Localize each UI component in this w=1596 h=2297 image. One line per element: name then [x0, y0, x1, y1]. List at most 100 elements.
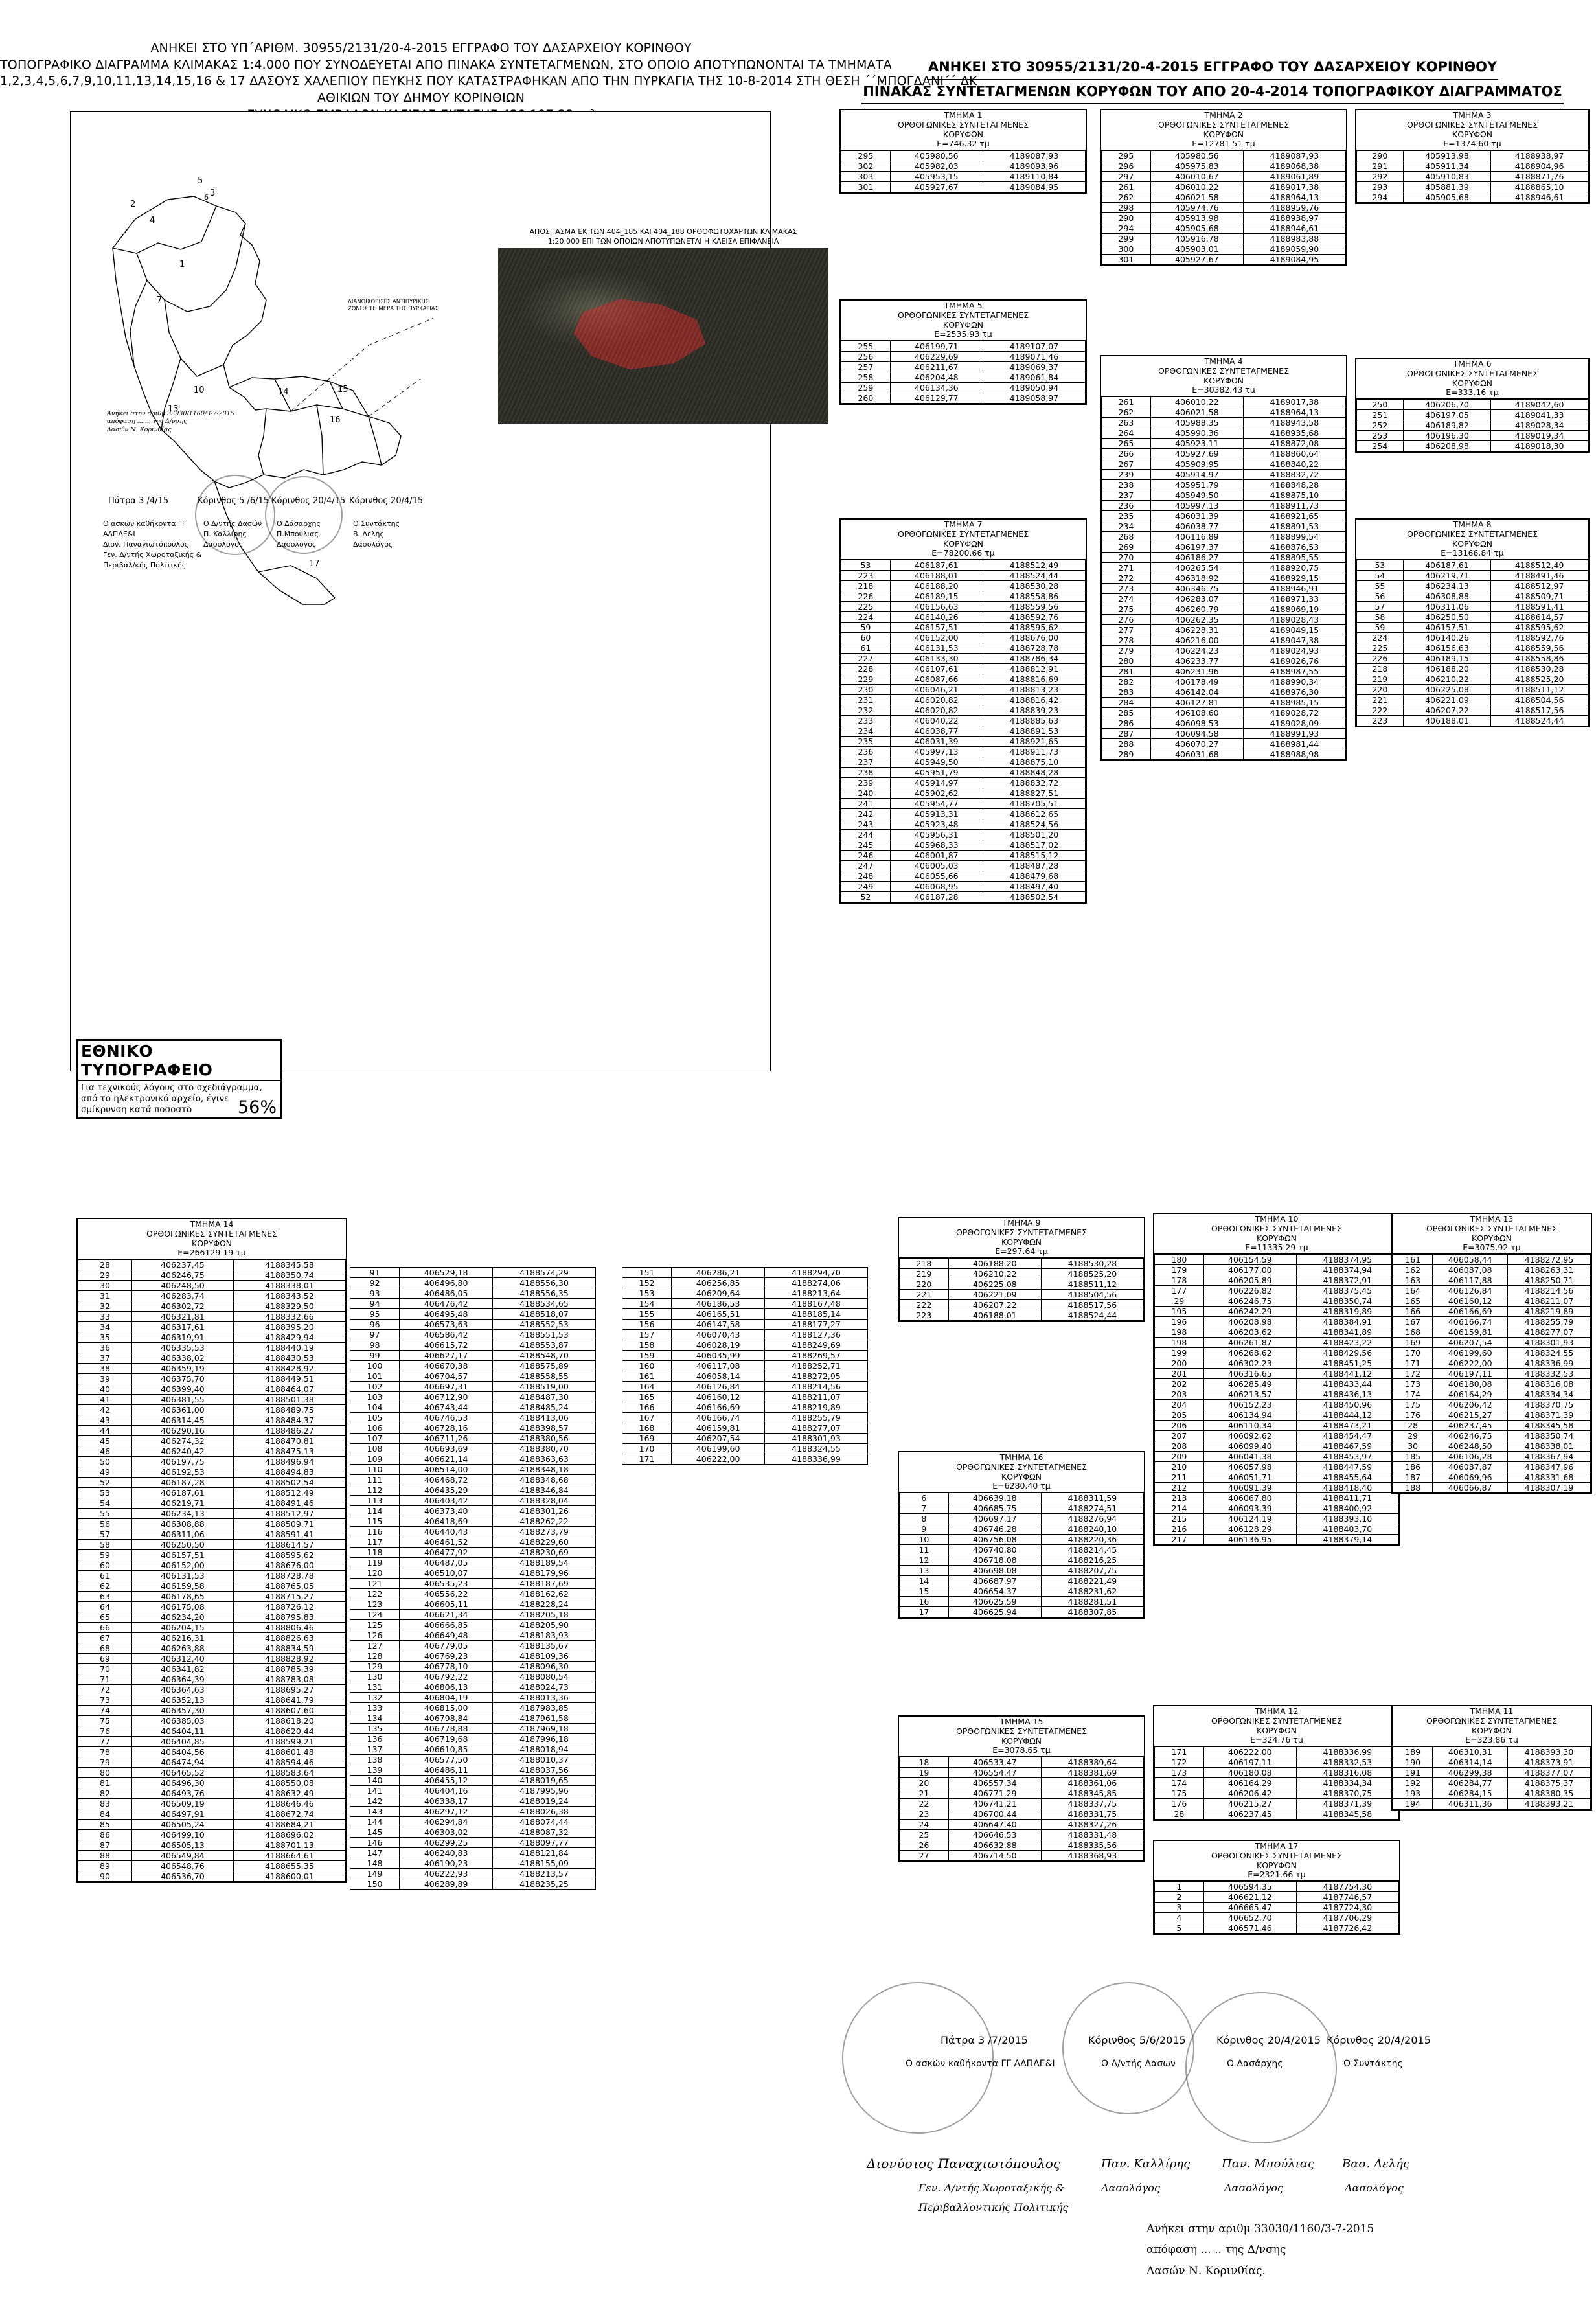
cell-id: 247 [841, 860, 891, 871]
cell-x: 406224,23 [1150, 645, 1244, 656]
cell-id: 102 [349, 1381, 400, 1392]
orthophoto-caption-1: ΑΠΟΣΠΑΣΜΑ ΕΚ ΤΩΝ 404_185 ΚΑΙ 404_188 ΟΡΘ… [529, 227, 797, 236]
cell-x: 406719,68 [399, 1733, 494, 1744]
table-row: 185 406106,28 4188367,94 [1392, 1451, 1591, 1462]
table-row: 68 406263,88 4188834,59 [78, 1643, 347, 1654]
cell-id: 294 [1356, 192, 1404, 203]
cell-y: 4188219,89 [1507, 1306, 1591, 1317]
cell-id: 146 [349, 1837, 400, 1848]
cell-id: 97 [349, 1329, 400, 1340]
cell-id: 108 [349, 1443, 400, 1454]
table-row: 234 406038,77 4188891,53 [1101, 521, 1347, 532]
cell-id: 56 [1356, 591, 1404, 602]
table-row: 232 406020,82 4188839,23 [841, 705, 1086, 716]
cell-x: 406798,84 [399, 1713, 494, 1724]
cell-x: 405913,98 [1402, 150, 1492, 161]
table-row: 109 406621,14 4188363,63 [349, 1454, 596, 1465]
bottom-sig-role-1: Ο ασκών καθήκοντα ΓΓ ΑΔΠΔΕ&Ι [906, 2059, 1055, 2069]
cell-x: 406375,70 [131, 1373, 234, 1384]
cell-y: 4188988,98 [1242, 749, 1347, 760]
table-row: 122 406556,22 4188162,62 [349, 1588, 596, 1599]
coordinate-table-t1: ΤΜΗΜΑ 1 ΟΡΘΟΓΩΝΙΚΕΣ ΣΥΝΤΕΤΑΓΜΕΝΕΣ ΚΟΡΥΦΩΝ Ε… [839, 109, 1087, 194]
table-row: 282 406178,49 4188990,34 [1101, 676, 1347, 687]
table-row: 290 405913,98 4188938,97 [1356, 150, 1588, 161]
cell-id: 55 [78, 1508, 132, 1519]
table-row: 80 406465,52 4188583,64 [78, 1767, 347, 1778]
cell-x: 406188,01 [1402, 715, 1492, 726]
cell-id: 162 [1392, 1264, 1433, 1275]
table-caption-t5: ΤΜΗΜΑ 5 ΟΡΘΟΓΩΝΙΚΕΣ ΣΥΝΤΕΤΑΓΜΕΝΕΣ ΚΟΡΥΦΩΝ Ε… [841, 301, 1086, 341]
bottom-note-line-2: απόφαση ... .. της Δ/νσης [1146, 2243, 1286, 2257]
cell-id: 134 [349, 1713, 400, 1724]
np-line-2: από το ηλεκτρονικό αρχείο, έγινε [81, 1093, 229, 1104]
right-header-block: ΑΝΗΚΕΙ ΣΤΟ 30955/2131/20-4-2015 ΕΓΓΡΑΦΟ … [829, 56, 1596, 105]
table-row: 240 405902,62 4188827,51 [841, 788, 1086, 799]
cell-x: 406208,98 [1203, 1316, 1297, 1327]
table-row: 276 406262,35 4189028,43 [1101, 614, 1347, 625]
table-caption-t8: ΤΜΗΜΑ 8 ΟΡΘΟΓΩΝΙΚΕΣ ΣΥΝΤΕΤΑΓΜΕΝΕΣ ΚΟΡΥΦΩΝ Ε… [1356, 520, 1588, 560]
table-row: 195 406242,29 4188319,89 [1154, 1306, 1400, 1317]
cell-y: 4188429,94 [233, 1332, 347, 1343]
cell-id: 32 [78, 1301, 132, 1312]
cell-x: 406070,43 [671, 1329, 766, 1340]
table-area-t13: Ε=3075.92 τμ [1463, 1242, 1521, 1253]
cell-id: 81 [78, 1777, 132, 1788]
cell-x: 406157,51 [889, 622, 983, 633]
cell-x: 406136,95 [1203, 1534, 1297, 1545]
cell-x: 406535,23 [399, 1578, 494, 1589]
table-row: 23 406700,44 4188331,75 [899, 1809, 1145, 1820]
table-row: 118 406477,92 4188230,69 [349, 1547, 596, 1558]
table-row: 71 406364,39 4188783,08 [78, 1674, 347, 1685]
table-subtitle1-t14: ΟΡΘΟΓΩΝΙΚΕΣ ΣΥΝΤΕΤΑΓΜΕΝΕΣ [146, 1228, 277, 1239]
bottom-sig-place-2: Κόρινθος 5/6/2015 [1088, 2034, 1186, 2046]
table-row: 57 406311,06 4188591,41 [78, 1529, 347, 1540]
table-row: 158 406028,19 4188249,69 [621, 1340, 868, 1351]
cell-x: 406261,87 [1203, 1337, 1297, 1348]
cell-x: 406712,90 [399, 1391, 494, 1402]
table-row: 81 406496,30 4188550,08 [78, 1777, 347, 1788]
cell-y: 4188935,68 [1242, 428, 1347, 439]
table-row: 228 406107,61 4188812,91 [841, 663, 1086, 674]
cell-id: 200 [1154, 1358, 1204, 1369]
cell-id: 143 [349, 1806, 400, 1817]
cell-y: 4188891,53 [1242, 521, 1347, 532]
table-row: 224 406140,26 4188592,76 [841, 611, 1086, 623]
cell-y: 4188301,93 [1507, 1337, 1591, 1348]
cell-y: 4188368,93 [1040, 1850, 1145, 1861]
cell-x: 406216,00 [1150, 635, 1244, 646]
table-caption-t10: ΤΜΗΜΑ 10 ΟΡΘΟΓΩΝΙΚΕΣ ΣΥΝΤΕΤΑΓΜΕΝΕΣ ΚΟΡΥΦΩΝ… [1154, 1214, 1399, 1254]
cell-y: 4189084,95 [982, 181, 1086, 192]
cell-id: 55 [1356, 580, 1404, 591]
cell-x: 406364,39 [131, 1674, 234, 1685]
cell-x: 406302,72 [131, 1301, 234, 1312]
cell-x: 406129,77 [889, 393, 983, 404]
cell-y: 4188444,12 [1295, 1410, 1400, 1421]
table-row: 174 406164,29 4188334,34 [1392, 1389, 1591, 1400]
cell-y: 4188327,26 [1040, 1819, 1145, 1830]
cell-y: 4188331,75 [1040, 1809, 1145, 1820]
cell-y: 4188676,00 [233, 1560, 347, 1571]
table-row: 170 406199,60 4188324,55 [1392, 1347, 1591, 1358]
bottom-sig-role-3: Ο Δασάρχης [1227, 2059, 1283, 2069]
cell-y: 4188345,58 [1295, 1809, 1400, 1820]
cell-x: 406134,36 [889, 382, 983, 393]
table-row: 262 406021,58 4188964,13 [1101, 192, 1347, 203]
cell-y: 4188185,14 [764, 1308, 868, 1320]
cell-x: 406610,85 [399, 1744, 494, 1755]
bottom-sig-title-4: Δασολόγος [1345, 2182, 1404, 2194]
cell-y: 4188929,15 [1242, 573, 1347, 584]
cell-id: 89 [78, 1860, 132, 1871]
cell-y: 4189019,34 [1490, 430, 1588, 441]
cell-x: 406338,17 [399, 1796, 494, 1807]
cell-y: 4188097,77 [492, 1837, 596, 1848]
cell-y: 4188179,96 [492, 1568, 596, 1579]
cell-y: 4188530,28 [982, 580, 1086, 591]
table-row: 223 406188,01 4188524,44 [899, 1310, 1145, 1321]
cell-y: 4187996,18 [492, 1733, 596, 1744]
cell-y: 4188911,73 [1242, 500, 1347, 511]
cell-id: 238 [1101, 479, 1151, 490]
cell-y: 4188380,70 [492, 1443, 596, 1454]
table-row: 225 406156,63 4188559,56 [841, 601, 1086, 612]
cell-y: 4189061,84 [982, 372, 1086, 383]
cell-y: 4188381,69 [1040, 1767, 1145, 1778]
